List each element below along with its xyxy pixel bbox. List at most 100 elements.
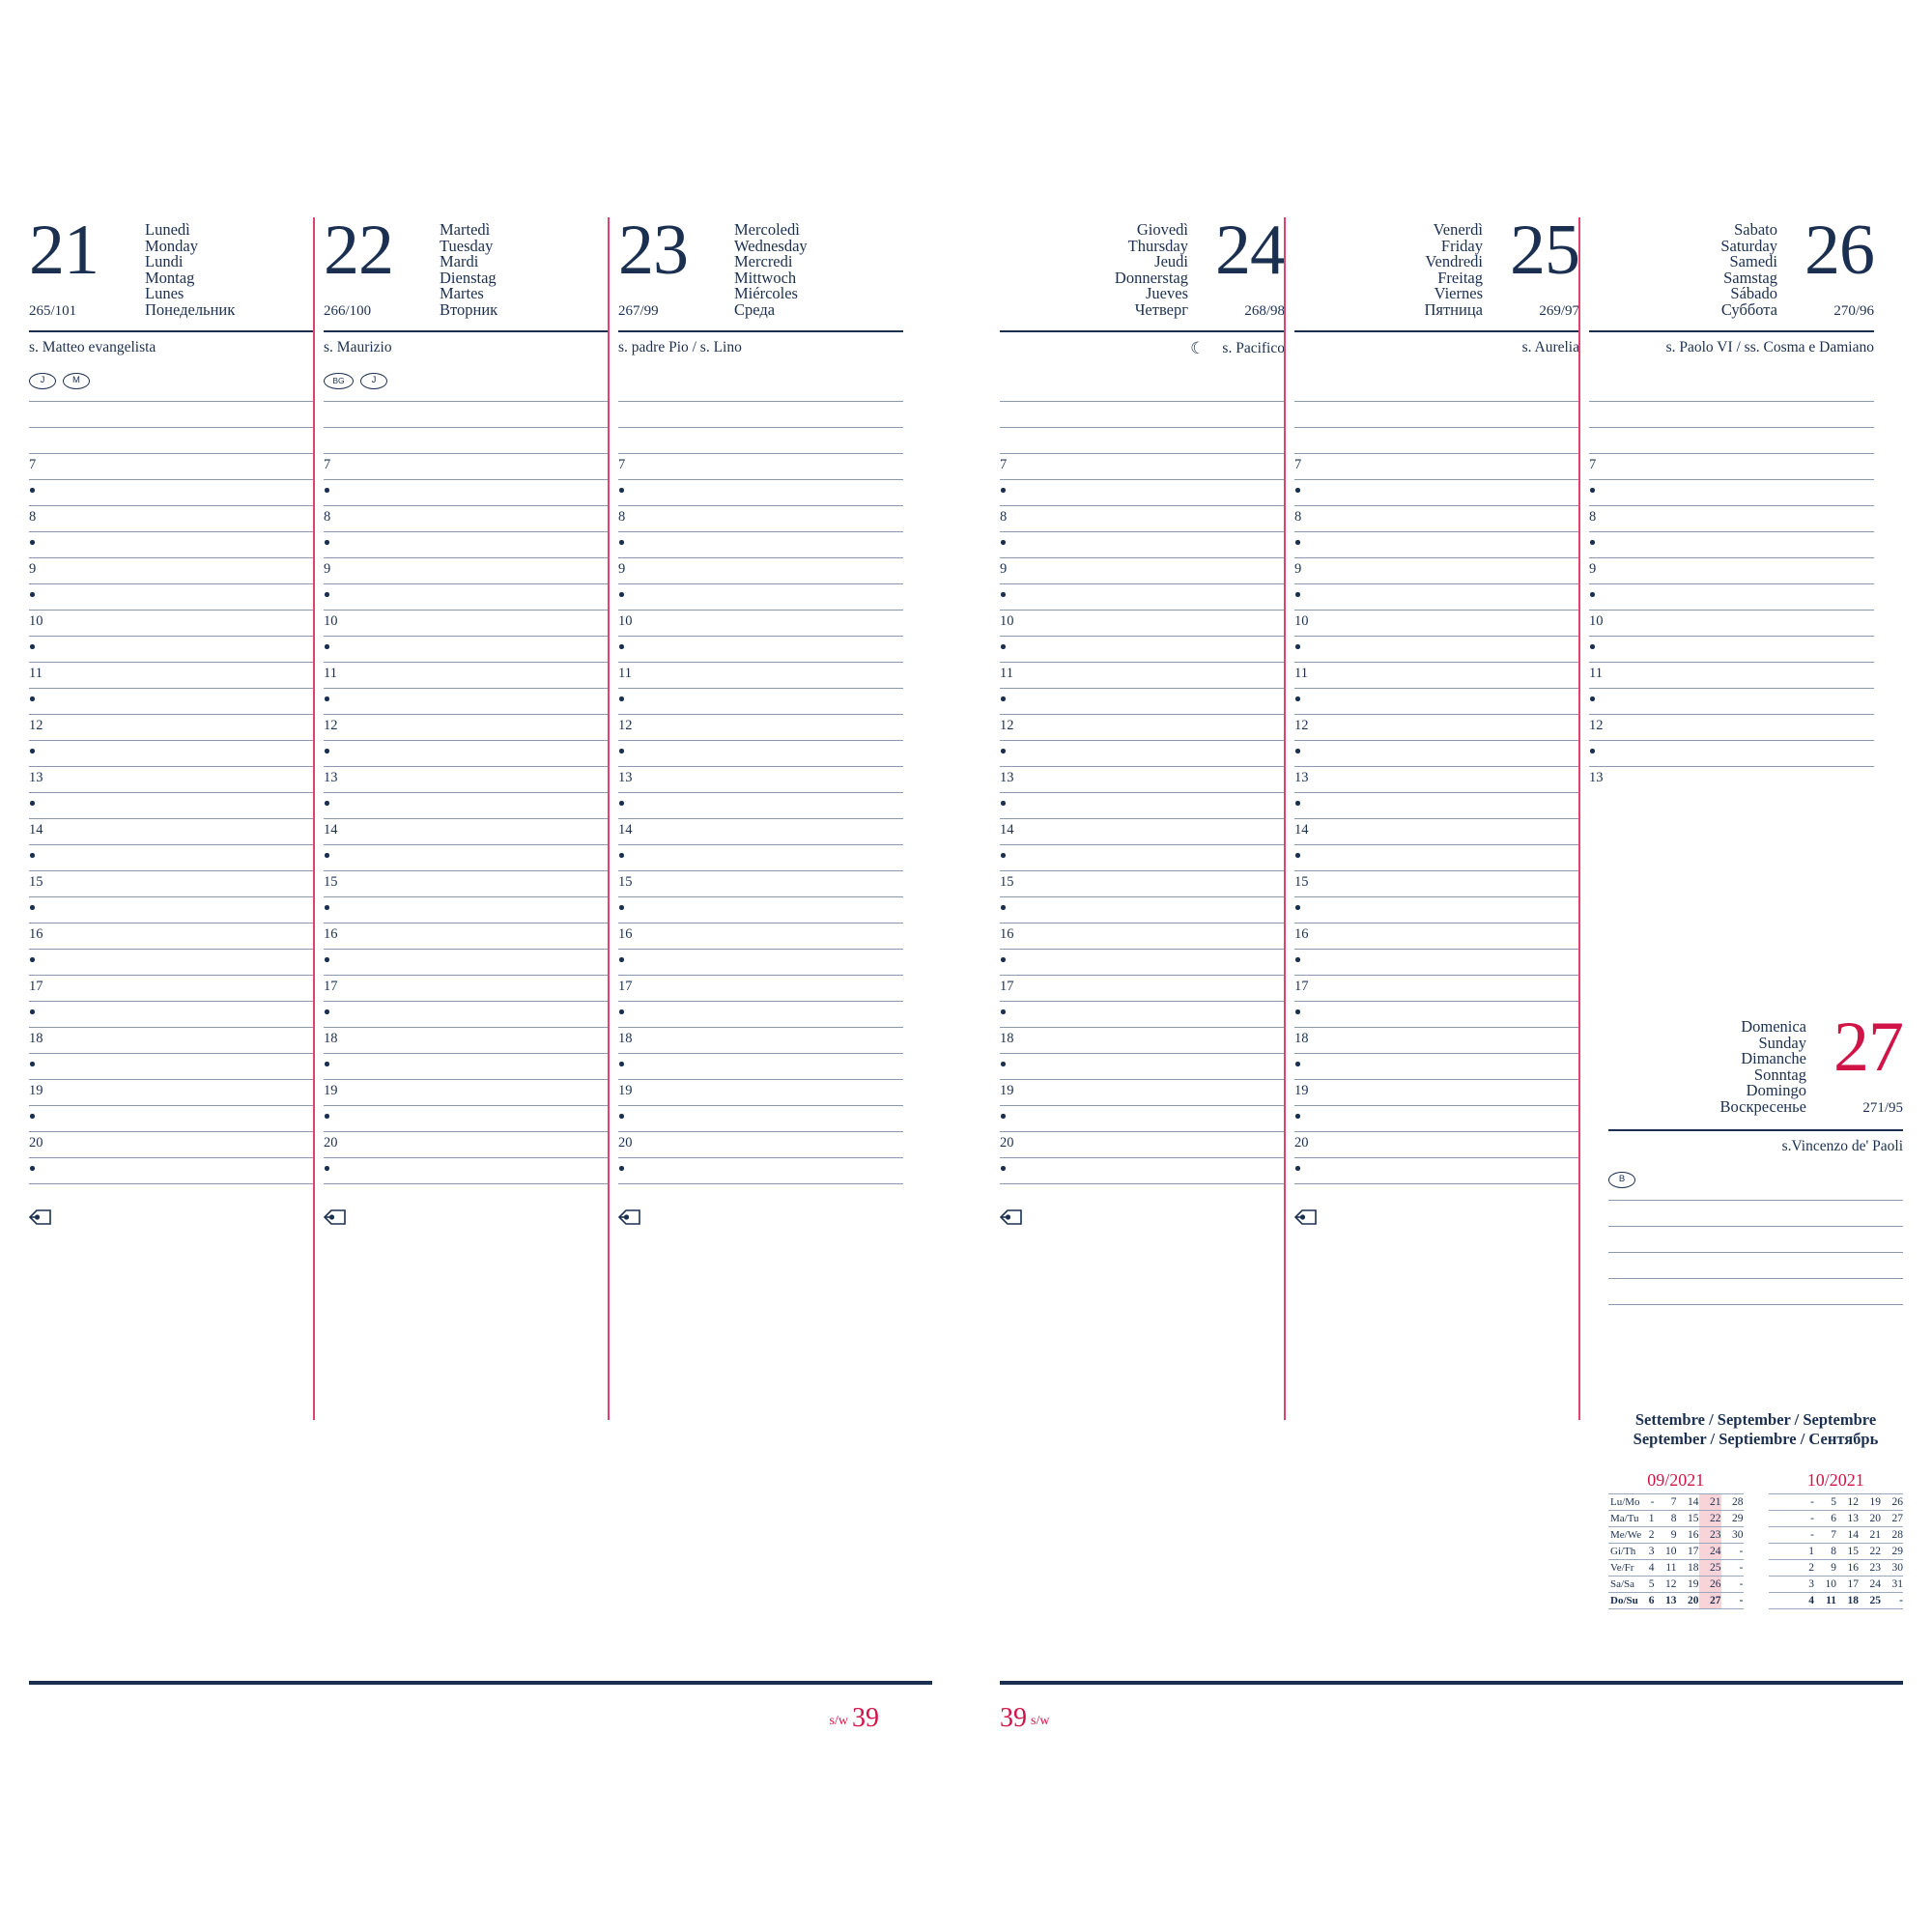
note-line[interactable]: [1608, 1278, 1903, 1304]
half-hour-row[interactable]: [324, 1105, 609, 1131]
mini-calendar-cell[interactable]: 9: [1654, 1526, 1677, 1544]
mini-calendar-cell[interactable]: 10: [1654, 1543, 1677, 1560]
mini-calendar-cell[interactable]: 12: [1836, 1493, 1859, 1511]
half-hour-row[interactable]: [1294, 636, 1579, 662]
half-hour-row[interactable]: [1000, 1053, 1285, 1079]
mini-calendar-cell[interactable]: -: [1720, 1592, 1744, 1609]
half-hour-row[interactable]: [1589, 479, 1874, 505]
mini-calendar-cell[interactable]: 8: [1814, 1543, 1836, 1560]
mini-calendar-cell[interactable]: 15: [1836, 1543, 1859, 1560]
half-hour-row[interactable]: [1589, 636, 1874, 662]
half-hour-row[interactable]: [1000, 531, 1285, 557]
mini-calendar-cell[interactable]: 24: [1859, 1576, 1881, 1593]
hour-row[interactable]: 14: [324, 818, 609, 844]
note-line[interactable]: [1608, 1200, 1903, 1226]
mini-calendar-cell[interactable]: 29: [1720, 1510, 1744, 1527]
mini-calendar-cell[interactable]: 27: [1698, 1592, 1721, 1609]
half-hour-row[interactable]: [1000, 636, 1285, 662]
note-line[interactable]: [618, 401, 903, 427]
half-hour-row[interactable]: [324, 792, 609, 818]
hour-row[interactable]: 13: [1589, 766, 1874, 792]
mini-calendar-cell[interactable]: -: [1803, 1526, 1814, 1544]
half-hour-row[interactable]: [1294, 792, 1579, 818]
mini-calendar-cell[interactable]: 19: [1676, 1576, 1699, 1593]
mini-calendar-cell[interactable]: -: [1803, 1510, 1814, 1527]
hour-row[interactable]: 8: [1000, 505, 1285, 531]
mini-calendar-cell[interactable]: 23: [1859, 1559, 1881, 1577]
half-hour-row[interactable]: [618, 949, 903, 975]
hour-row[interactable]: 9: [324, 557, 609, 583]
half-hour-row[interactable]: [1000, 1157, 1285, 1183]
mini-calendar-cell[interactable]: -: [1643, 1493, 1655, 1511]
note-line[interactable]: [324, 1183, 609, 1209]
mini-calendar-cell[interactable]: 31: [1881, 1576, 1903, 1593]
note-line[interactable]: [618, 427, 903, 453]
note-line[interactable]: [324, 401, 609, 427]
hour-row[interactable]: 7: [1000, 453, 1285, 479]
half-hour-row[interactable]: [1589, 740, 1874, 766]
hour-row[interactable]: 10: [1294, 610, 1579, 636]
mini-calendar-cell[interactable]: 9: [1814, 1559, 1836, 1577]
mini-calendar-cell[interactable]: 25: [1698, 1559, 1721, 1577]
mini-calendar-cell[interactable]: 13: [1654, 1592, 1677, 1609]
half-hour-row[interactable]: [1000, 1105, 1285, 1131]
half-hour-row[interactable]: [324, 1053, 609, 1079]
mini-calendar-cell[interactable]: 25: [1859, 1592, 1881, 1609]
hour-row[interactable]: 15: [1294, 870, 1579, 896]
half-hour-row[interactable]: [324, 740, 609, 766]
hour-row[interactable]: 18: [618, 1027, 903, 1053]
half-hour-row[interactable]: [324, 1001, 609, 1027]
mini-calendar-cell[interactable]: 3: [1643, 1543, 1655, 1560]
mini-calendar-cell[interactable]: 28: [1720, 1493, 1744, 1511]
half-hour-row[interactable]: [618, 740, 903, 766]
half-hour-row[interactable]: [618, 1001, 903, 1027]
half-hour-row[interactable]: [1000, 949, 1285, 975]
hour-row[interactable]: 14: [29, 818, 314, 844]
hour-row[interactable]: 11: [1294, 662, 1579, 688]
hour-row[interactable]: 12: [29, 714, 314, 740]
half-hour-row[interactable]: [29, 479, 314, 505]
half-hour-row[interactable]: [29, 792, 314, 818]
hour-row[interactable]: 11: [1589, 662, 1874, 688]
half-hour-row[interactable]: [618, 896, 903, 923]
half-hour-row[interactable]: [1000, 740, 1285, 766]
note-line[interactable]: [29, 401, 314, 427]
mini-calendar-cell[interactable]: 22: [1859, 1543, 1881, 1560]
mini-calendar-cell[interactable]: 21: [1859, 1526, 1881, 1544]
hour-row[interactable]: 17: [324, 975, 609, 1001]
half-hour-row[interactable]: [1000, 688, 1285, 714]
half-hour-row[interactable]: [29, 896, 314, 923]
hour-row[interactable]: 10: [29, 610, 314, 636]
hour-row[interactable]: 8: [1294, 505, 1579, 531]
mini-calendar-cell[interactable]: 11: [1814, 1592, 1836, 1609]
hour-row[interactable]: 8: [29, 505, 314, 531]
hour-row[interactable]: 16: [29, 923, 314, 949]
hour-row[interactable]: 12: [1589, 714, 1874, 740]
mini-calendar-cell[interactable]: 23: [1698, 1526, 1721, 1544]
hour-row[interactable]: 8: [324, 505, 609, 531]
hour-row[interactable]: 11: [324, 662, 609, 688]
mini-calendar-cell[interactable]: 19: [1859, 1493, 1881, 1511]
note-line[interactable]: [29, 1183, 314, 1209]
mini-calendar-cell[interactable]: -: [1881, 1592, 1903, 1609]
half-hour-row[interactable]: [324, 1157, 609, 1183]
mini-calendar-cell[interactable]: 22: [1698, 1510, 1721, 1527]
mini-calendar-cell[interactable]: 11: [1654, 1559, 1677, 1577]
note-line[interactable]: [1294, 1183, 1579, 1209]
half-hour-row[interactable]: [1000, 583, 1285, 610]
half-hour-row[interactable]: [324, 583, 609, 610]
half-hour-row[interactable]: [324, 479, 609, 505]
hour-row[interactable]: 11: [618, 662, 903, 688]
half-hour-row[interactable]: [618, 1105, 903, 1131]
hour-row[interactable]: 12: [1000, 714, 1285, 740]
mini-calendar-cell[interactable]: 16: [1836, 1559, 1859, 1577]
half-hour-row[interactable]: [1294, 531, 1579, 557]
note-line[interactable]: [1000, 427, 1285, 453]
half-hour-row[interactable]: [29, 688, 314, 714]
hour-row[interactable]: 14: [1000, 818, 1285, 844]
hour-row[interactable]: 16: [618, 923, 903, 949]
half-hour-row[interactable]: [1294, 1053, 1579, 1079]
hour-row[interactable]: 17: [1000, 975, 1285, 1001]
hour-row[interactable]: 7: [1589, 453, 1874, 479]
hour-row[interactable]: 13: [618, 766, 903, 792]
